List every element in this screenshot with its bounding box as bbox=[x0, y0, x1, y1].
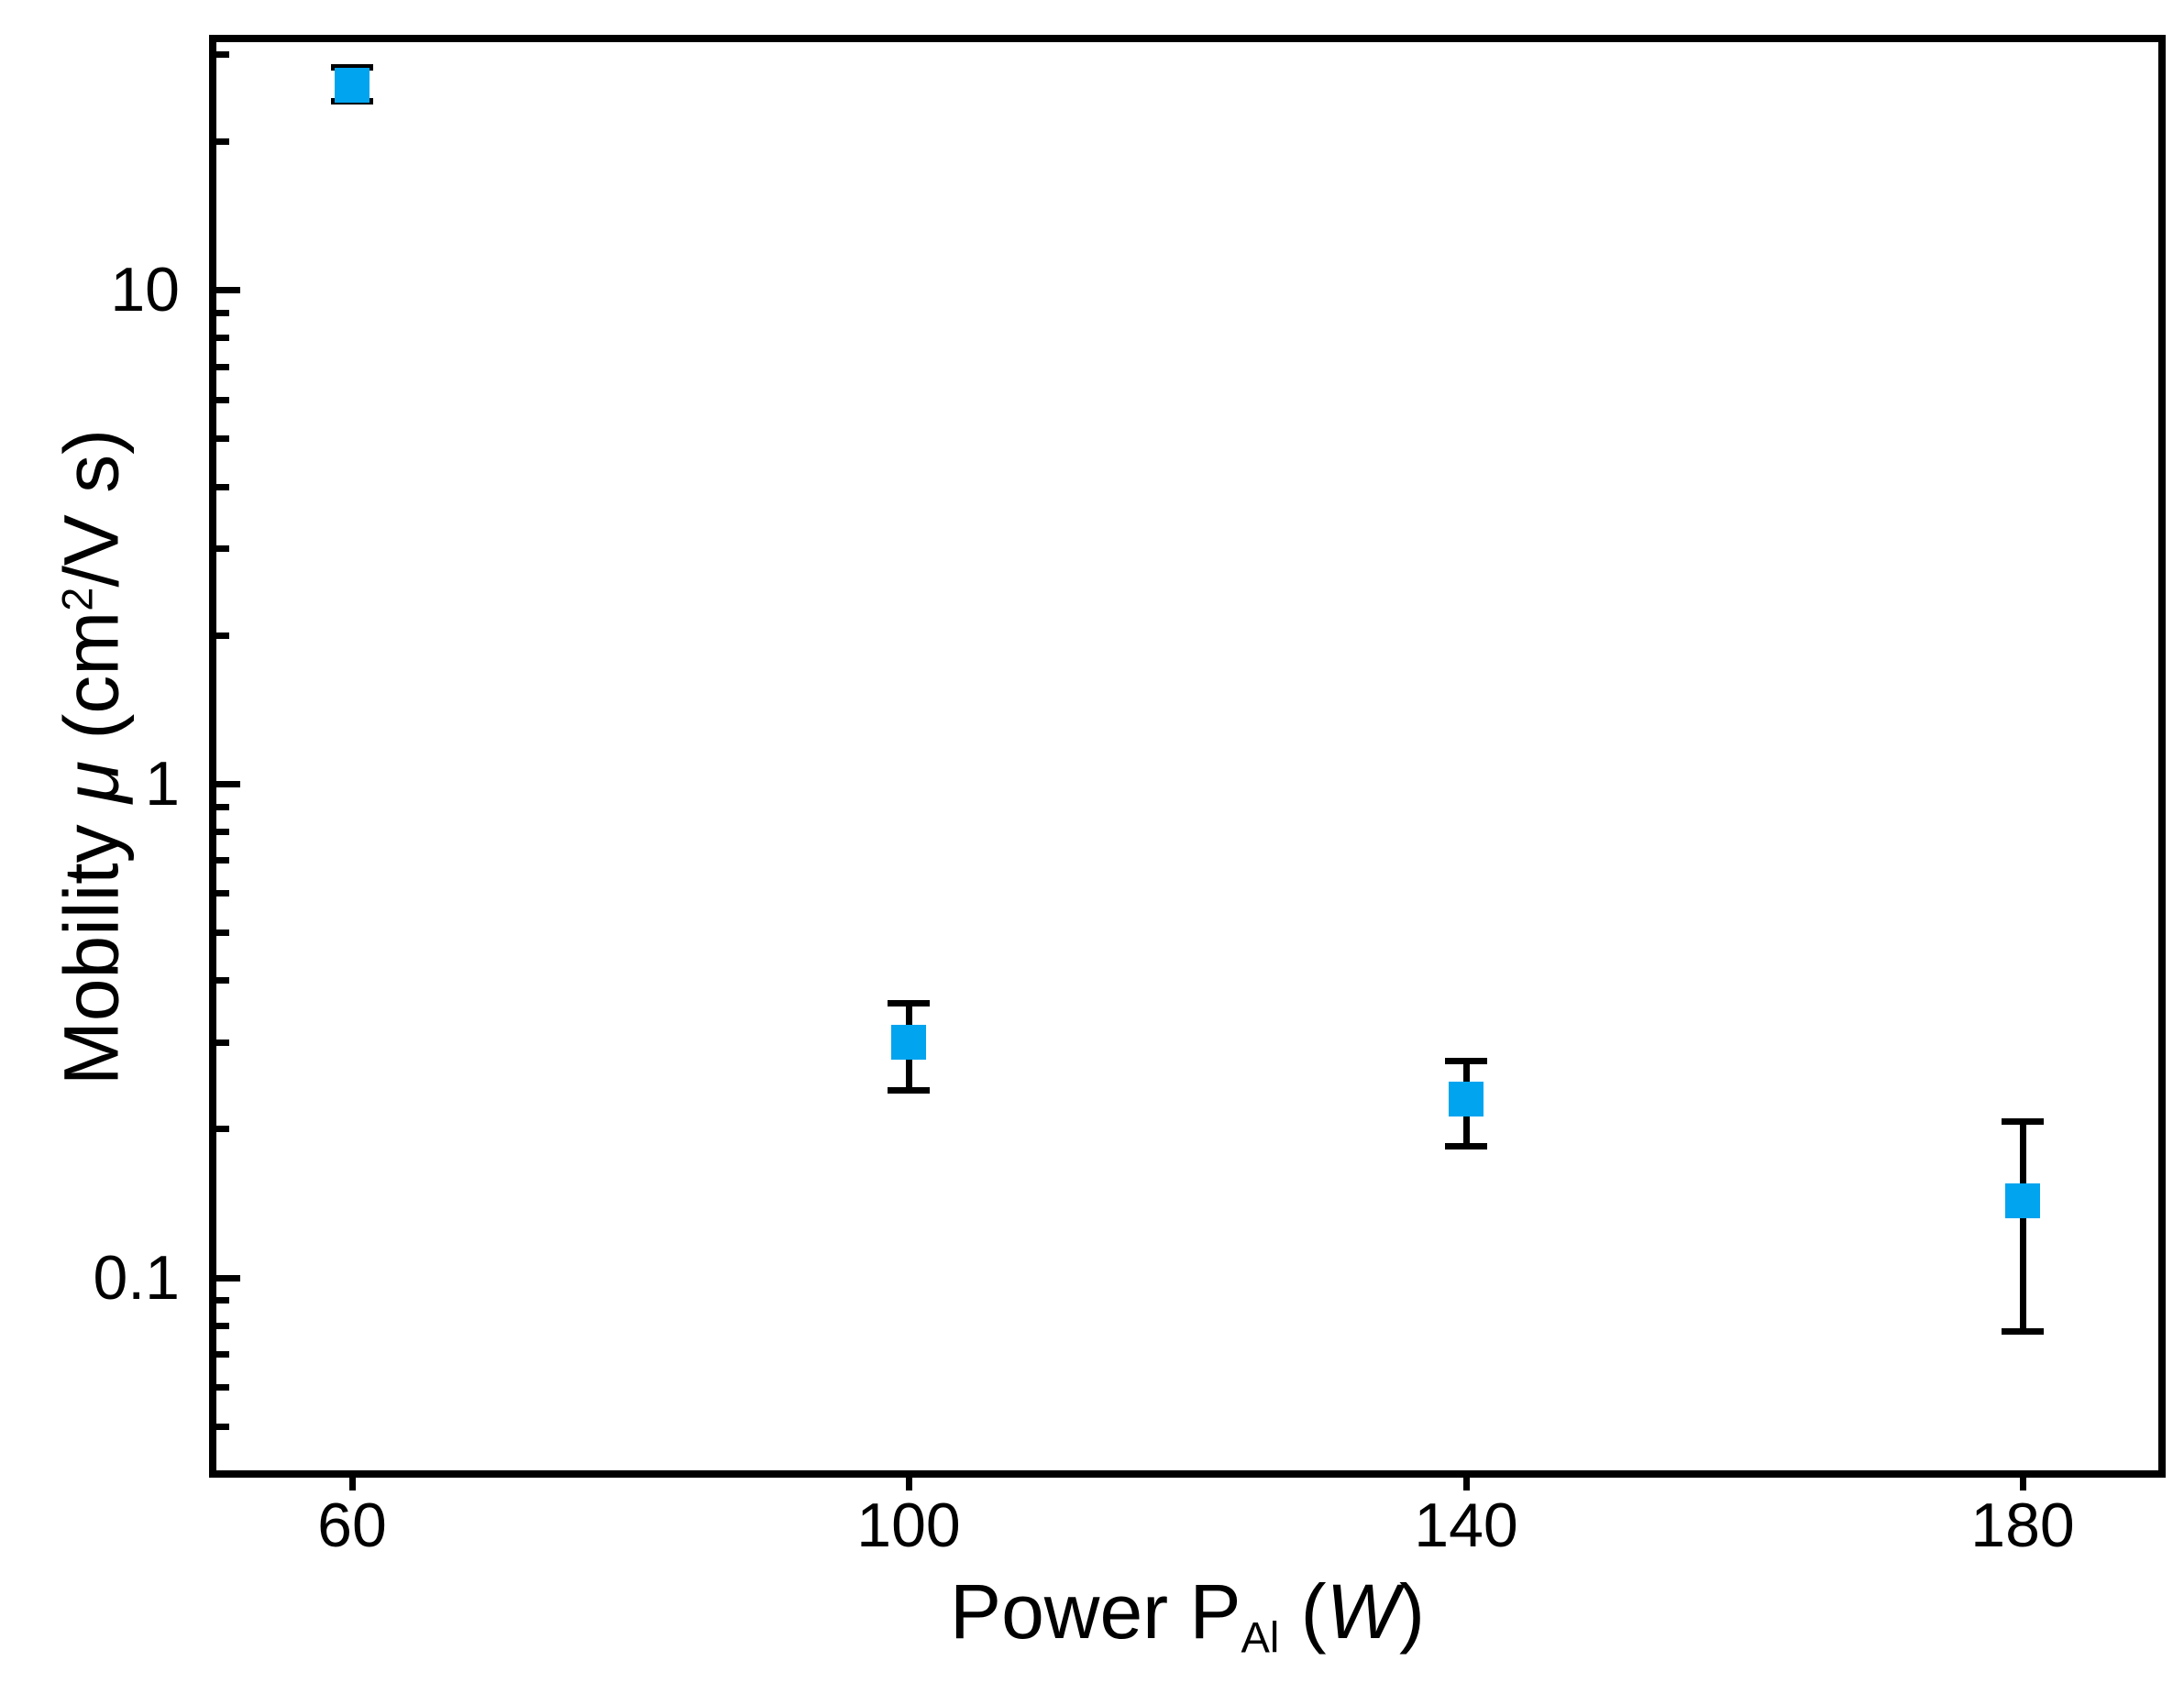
data-point-marker bbox=[1449, 1082, 1484, 1116]
y-minor-tick bbox=[216, 545, 229, 552]
x-axis-title-unit: W bbox=[1326, 1568, 1399, 1655]
x-major-tick bbox=[906, 1478, 912, 1490]
y-minor-tick bbox=[216, 829, 229, 835]
y-tick-label: 1 bbox=[145, 749, 180, 819]
y-major-tick bbox=[216, 287, 240, 293]
y-major-tick bbox=[216, 781, 240, 787]
y-minor-tick bbox=[216, 1351, 229, 1358]
y-minor-tick bbox=[216, 435, 229, 442]
error-bar-cap-bottom bbox=[2002, 1328, 2044, 1335]
y-minor-tick bbox=[216, 51, 229, 58]
y-minor-tick bbox=[216, 632, 229, 639]
y-axis-title-unit-close: /V s) bbox=[48, 428, 135, 588]
y-major-tick bbox=[216, 1275, 240, 1282]
y-minor-tick bbox=[216, 857, 229, 864]
x-major-tick bbox=[2020, 1478, 2026, 1490]
y-minor-tick bbox=[216, 335, 229, 341]
data-point-marker bbox=[891, 1025, 926, 1060]
x-axis-title: Power PAl (W) bbox=[209, 1569, 2166, 1680]
y-minor-tick bbox=[216, 890, 229, 896]
error-bar-cap-top bbox=[888, 1000, 930, 1006]
error-bar-cap-top bbox=[331, 64, 373, 71]
error-bar-cap-bottom bbox=[1445, 1143, 1487, 1150]
y-axis-title: Mobility μ (cm2/V s) bbox=[35, 428, 135, 1086]
error-bar-line bbox=[2020, 1121, 2026, 1331]
y-tick-label: 0.1 bbox=[93, 1243, 180, 1313]
error-bar-cap-top bbox=[1445, 1058, 1487, 1064]
x-major-tick bbox=[349, 1478, 356, 1490]
y-minor-tick bbox=[216, 1040, 229, 1046]
x-axis-title-paren-close: ) bbox=[1398, 1568, 1425, 1655]
x-tick-label: 140 bbox=[1414, 1490, 1518, 1560]
y-minor-tick bbox=[216, 1384, 229, 1391]
x-axis-title-paren: ( bbox=[1279, 1568, 1327, 1655]
data-point-marker bbox=[335, 68, 370, 103]
y-tick-label: 10 bbox=[110, 255, 180, 324]
y-minor-tick bbox=[216, 310, 229, 316]
y-axis-title-mu: μ bbox=[48, 761, 135, 804]
x-major-tick bbox=[1463, 1478, 1470, 1490]
y-minor-tick bbox=[216, 397, 229, 403]
y-minor-tick bbox=[216, 804, 229, 810]
x-tick-label: 60 bbox=[317, 1490, 387, 1560]
error-bar-cap-top bbox=[2002, 1118, 2044, 1125]
y-axis-title-superscript: 2 bbox=[52, 587, 102, 611]
y-minor-tick bbox=[216, 1126, 229, 1132]
y-axis-title-text: Mobility bbox=[48, 803, 135, 1086]
y-minor-tick bbox=[216, 364, 229, 370]
plot-area-frame bbox=[209, 35, 2166, 1478]
x-tick-label: 100 bbox=[856, 1490, 961, 1560]
data-point-marker bbox=[2005, 1183, 2040, 1218]
y-axis-title-unit-open: (cm bbox=[48, 610, 135, 762]
y-minor-tick bbox=[216, 977, 229, 984]
y-minor-tick bbox=[216, 930, 229, 936]
y-minor-tick bbox=[216, 1323, 229, 1329]
x-tick-label: 180 bbox=[1970, 1490, 2075, 1560]
error-bar-cap-bottom bbox=[888, 1087, 930, 1094]
x-axis-title-text: Power P bbox=[950, 1568, 1241, 1655]
y-minor-tick bbox=[216, 484, 229, 490]
y-minor-tick bbox=[216, 1424, 229, 1430]
y-minor-tick bbox=[216, 138, 229, 145]
x-axis-title-subscript: Al bbox=[1241, 1612, 1280, 1662]
y-minor-tick bbox=[216, 1297, 229, 1304]
